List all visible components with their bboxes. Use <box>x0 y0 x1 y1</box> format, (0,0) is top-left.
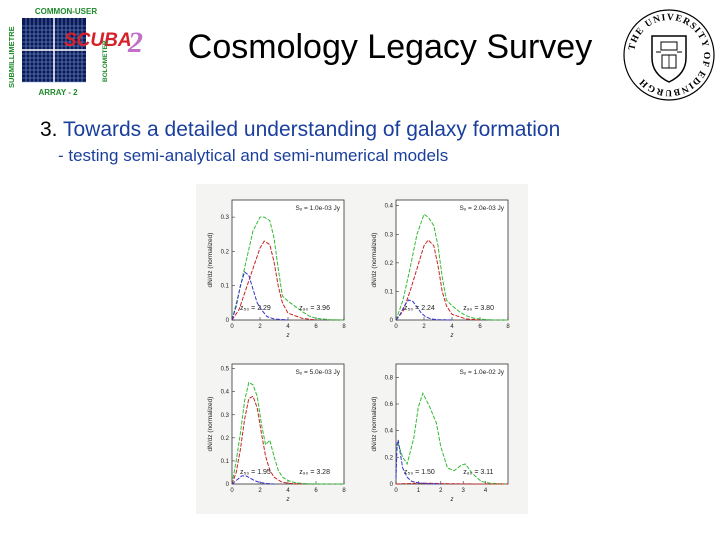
x-axis-label: z <box>450 497 454 503</box>
panel-flux-label: Sₒ = 5.0e-03 Jy <box>295 369 340 376</box>
z90-annotation: z₉₀ = 3.11 <box>463 469 493 476</box>
x-tick-label: 4 <box>484 488 488 494</box>
y-tick-label: 0.4 <box>385 429 394 435</box>
y-tick-label: 0.5 <box>221 367 230 373</box>
x-tick-label: 2 <box>439 488 443 494</box>
chart-panel-2: 0 2 4 6 8 0 0.1 0.2 0.3 0.4 z dN/dz (normalized) Sₒ … <box>371 199 510 339</box>
z50-annotation: z₅₀ = 2.29 <box>240 305 271 312</box>
z50-annotation: z₅₀ = 1.95 <box>240 469 271 476</box>
y-tick-label: 0 <box>390 482 394 488</box>
y-tick-label: 0.2 <box>385 261 394 267</box>
heading-text: Towards a detailed understanding of gala… <box>62 118 561 141</box>
y-tick-label: 0.3 <box>221 215 230 221</box>
z50-annotation: z₅₀ = 1.50 <box>404 469 435 476</box>
series-line-red <box>231 240 317 321</box>
y-tick-label: 0.1 <box>221 284 230 290</box>
x-tick-label: 8 <box>342 488 346 494</box>
x-tick-label: 2 <box>258 488 262 494</box>
series-line-blue <box>395 439 441 485</box>
y-tick-label: 0 <box>226 318 230 324</box>
y-tick-label: 0.8 <box>385 375 394 381</box>
series-line-green <box>395 213 508 321</box>
x-axis-label: z <box>450 333 454 339</box>
y-tick-label: 0.1 <box>221 459 230 465</box>
slide-title: Cosmology Legacy Survey <box>187 28 593 66</box>
x-tick-label: 4 <box>450 324 454 330</box>
series-line-green <box>231 381 344 485</box>
y-tick-label: 0.6 <box>385 402 394 408</box>
y-tick-label: 0.4 <box>221 390 230 396</box>
chart-panel-4: 0 1 2 3 4 0 0.2 0.4 0.6 0.8 z dN/dz (normalized) Sₒ … <box>371 363 509 503</box>
redshift-distribution-charts: 0 2 4 6 8 0 0.1 0.2 0.3 z dN/dz (normalized) Sₒ = 1… <box>196 184 528 514</box>
logo-side-left-text: SUBMILLIMETRE <box>7 26 16 88</box>
z50-annotation: z₅₀ = 2.24 <box>404 305 435 312</box>
logo-main-digit: 2 <box>127 26 143 59</box>
x-tick-label: 6 <box>478 324 482 330</box>
logo-main-text: SCUBA <box>64 30 132 51</box>
university-crest-logo: THE UNIVERSITY OF EDINBURGH <box>622 8 716 102</box>
plot-frame <box>231 199 345 321</box>
y-tick-label: 0.2 <box>385 455 394 461</box>
x-axis-label: z <box>286 333 290 339</box>
panel-flux-label: Sₒ = 2.0e-03 Jy <box>459 205 504 212</box>
slide-subheading: - testing semi-analytical and semi-numer… <box>58 146 449 165</box>
slide-heading: 3. Towards a detailed understanding of g… <box>40 118 560 142</box>
y-tick-label: 0.2 <box>221 249 230 255</box>
logo-top-text: COMMON-USER <box>35 7 97 16</box>
x-tick-label: 6 <box>314 324 318 330</box>
x-tick-label: 2 <box>258 324 262 330</box>
series-line-blue <box>395 299 453 321</box>
x-tick-label: 6 <box>314 488 318 494</box>
series-line-blue <box>231 475 275 485</box>
shield-icon <box>651 35 687 83</box>
plot-frame <box>395 363 509 485</box>
y-axis-label: dN/dz (normalized) <box>207 397 214 452</box>
x-tick-label: 0 <box>394 488 398 494</box>
y-tick-label: 0.3 <box>385 232 394 238</box>
series-line-blue <box>231 271 289 321</box>
x-tick-label: 8 <box>342 324 346 330</box>
x-tick-label: 3 <box>462 488 466 494</box>
chart-panel-3: 0 2 4 6 8 0 0.1 0.2 0.3 0.4 0.5 z dN/dz (normalized)… <box>207 363 346 503</box>
detector-grid-icon <box>22 18 86 83</box>
logo-side-right-text: BOLOMETER <box>102 40 109 82</box>
chart-panel-1: 0 2 4 6 8 0 0.1 0.2 0.3 z dN/dz (normalized) Sₒ = 1… <box>207 199 346 339</box>
plot-frame <box>395 199 509 321</box>
x-tick-label: 0 <box>394 324 398 330</box>
y-tick-label: 0 <box>226 482 230 488</box>
y-tick-label: 0.3 <box>221 413 230 419</box>
z90-annotation: z₉₀ = 3.28 <box>299 469 330 476</box>
series-line-red <box>395 239 481 321</box>
panel-flux-label: Sₒ = 1.0e-03 Jy <box>295 205 340 212</box>
x-tick-label: 1 <box>417 488 421 494</box>
y-tick-label: 0.2 <box>221 436 230 442</box>
x-axis-label: z <box>286 497 290 503</box>
x-tick-label: 0 <box>230 488 234 494</box>
scuba2-logo: COMMON-USER SUBMILLIMETRE SCUBA 2 BOLOME… <box>4 4 154 98</box>
y-axis-label: dN/dz (normalized) <box>207 233 214 288</box>
series-line-green <box>231 216 345 321</box>
y-tick-label: 0 <box>390 318 394 324</box>
heading-number: 3. <box>40 118 58 141</box>
x-tick-label: 4 <box>286 324 290 330</box>
x-tick-label: 4 <box>286 488 290 494</box>
x-tick-label: 8 <box>506 324 510 330</box>
z90-annotation: z₉₀ = 3.96 <box>299 305 330 312</box>
logo-bottom-text: ARRAY - 2 <box>38 88 78 97</box>
series-line-green <box>395 392 509 485</box>
panel-flux-label: Sₒ = 1.0e-02 Jy <box>459 369 504 376</box>
y-axis-label: dN/dz (normalized) <box>371 233 378 288</box>
z90-annotation: z₉₀ = 3.80 <box>463 305 494 312</box>
x-tick-label: 2 <box>422 324 426 330</box>
x-tick-label: 0 <box>230 324 234 330</box>
series-line-red <box>231 395 303 485</box>
y-tick-label: 0.1 <box>385 289 394 295</box>
y-axis-label: dN/dz (normalized) <box>371 397 378 452</box>
y-tick-label: 0.4 <box>385 204 394 210</box>
